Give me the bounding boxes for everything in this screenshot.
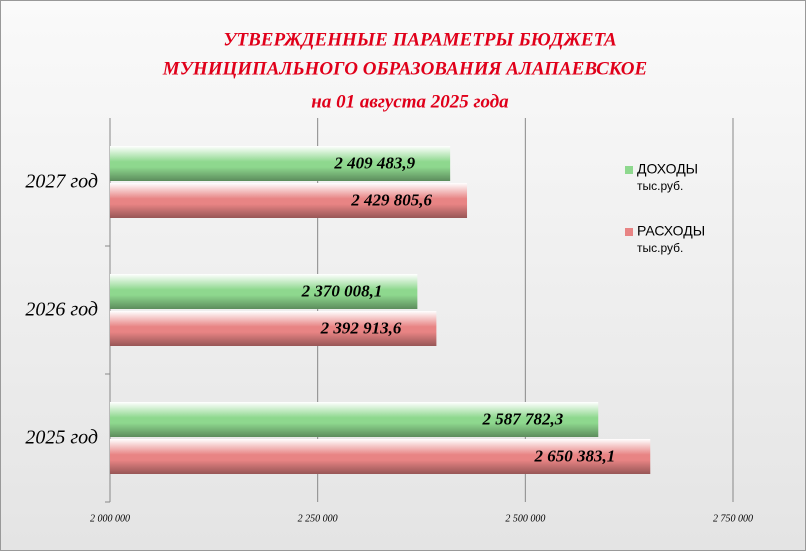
bar-shade (110, 183, 468, 218)
y-tick-label: 2026 год (25, 299, 98, 321)
legend-label: РАСХОДЫ (637, 223, 705, 239)
x-tick-label: 2 500 000 (505, 513, 545, 524)
bar-shade (110, 311, 437, 346)
y-tick-label: 2027 год (25, 171, 98, 193)
legend-unit: тыс.руб. (637, 179, 683, 193)
x-tick-label: 2 250 000 (298, 513, 338, 524)
x-tick-label: 2 000 000 (90, 513, 130, 524)
data-label: 2 587 782,3 (482, 409, 564, 428)
x-tick-label: 2 750 000 (713, 513, 753, 524)
bar-shade (110, 439, 651, 474)
chart-subtitle: на 01 августа 2025 года (311, 91, 509, 112)
data-label: 2 392 913,6 (320, 318, 402, 337)
legend-swatch (625, 166, 633, 174)
data-label: 2 409 483,9 (333, 153, 415, 172)
data-label: 2 370 008,1 (301, 281, 383, 300)
data-label: 2 650 383,1 (534, 446, 616, 465)
chart-title: МУНИЦИПАЛЬНОГО ОБРАЗОВАНИЯ АЛАПАЕВСКОЕ (162, 58, 647, 79)
legend-swatch (625, 228, 633, 236)
bar-shade (110, 146, 451, 181)
chart-title: УТВЕРЖДЕННЫЕ ПАРАМЕТРЫ БЮДЖЕТА (223, 29, 616, 50)
y-tick-label: 2025 год (25, 427, 98, 449)
bar-shade (110, 274, 418, 309)
data-label: 2 429 805,6 (350, 190, 432, 209)
legend-unit: тыс.руб. (637, 241, 683, 255)
bar-shade (110, 402, 599, 437)
legend-label: ДОХОДЫ (637, 161, 698, 177)
